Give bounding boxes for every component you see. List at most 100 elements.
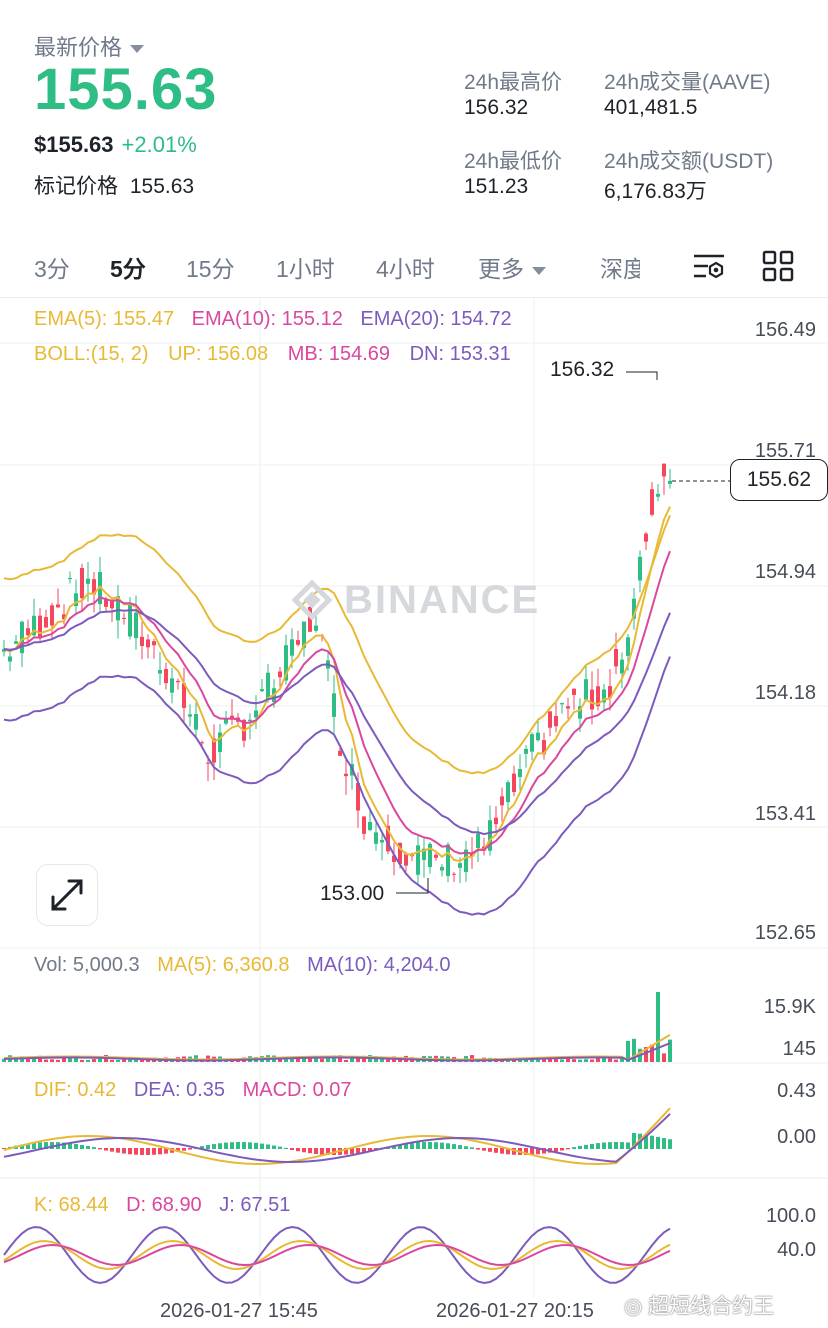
volume-bar (356, 1058, 360, 1062)
turnover-24h-label: 24h成交额(USDT) (604, 150, 774, 173)
candle-body (134, 612, 138, 639)
low-24h-value: 151.23 (464, 175, 529, 198)
kdj-k: K: 68.44 (34, 1194, 109, 1216)
macd-bar (182, 1148, 186, 1151)
volume-bar (524, 1059, 528, 1062)
volume-bar (584, 1059, 588, 1062)
macd-bar (668, 1139, 672, 1149)
macd-bar (458, 1145, 462, 1149)
volume-bar (530, 1059, 534, 1062)
candle-body (434, 854, 438, 858)
volume-bar (110, 1059, 114, 1062)
x-date-label: 2026-01-27 20:15 (436, 1300, 594, 1322)
candle-body (188, 714, 192, 717)
kdj-d-line (3, 1243, 671, 1267)
low-marker-line (396, 878, 429, 894)
low-24h-label: 24h最低价 (464, 150, 563, 173)
fullscreen-button[interactable] (36, 864, 98, 926)
volume-bar (62, 1056, 66, 1062)
kdj-d: D: 68.90 (126, 1194, 202, 1216)
macd-bar (662, 1138, 666, 1149)
tab-depth[interactable]: 深度 (600, 256, 640, 282)
candle-body (452, 873, 456, 875)
tab-5m[interactable]: 5分 (110, 256, 146, 282)
volume-bar (140, 1059, 144, 1062)
macd-bar (524, 1148, 528, 1155)
macd-bar (368, 1148, 372, 1152)
candle-body (572, 688, 576, 695)
macd-bar (128, 1148, 132, 1155)
current-price-flag[interactable]: 155.62 (730, 459, 828, 501)
volume-bar (350, 1058, 354, 1062)
boll-dn-line (3, 656, 671, 916)
tab-3m[interactable]: 3分 (34, 256, 70, 282)
macd-bar (86, 1145, 90, 1149)
macd-bar (494, 1148, 498, 1153)
volume-ma5: MA(5): 6,360.8 (157, 954, 290, 976)
candle-body (644, 533, 648, 542)
macd-bar (122, 1148, 126, 1154)
candle-body (446, 844, 450, 877)
candle-body (62, 614, 66, 620)
y-tick: 154.18 (754, 682, 816, 704)
volume-bar (92, 1059, 96, 1062)
volume-bar (362, 1055, 366, 1062)
last-price: 155.63 (34, 57, 218, 122)
kdj-legend: K: 68.44 D: 68.90 J: 67.51 (34, 1194, 290, 1217)
last-price-label[interactable]: 最新价格 (34, 30, 145, 62)
tab-4h[interactable]: 4小时 (376, 256, 435, 282)
macd-bar (476, 1148, 480, 1150)
volume-bar (608, 1057, 612, 1062)
candle-body (26, 628, 30, 636)
tab-1h[interactable]: 1小时 (276, 256, 335, 282)
macd-bar (326, 1148, 330, 1155)
volume-bar (572, 1059, 576, 1062)
candle-body (68, 577, 72, 580)
ema5-line (3, 506, 671, 863)
volume-ma10-line (3, 1042, 671, 1062)
volume-bar (554, 1058, 558, 1062)
volume-bar (56, 1059, 60, 1062)
y-tick: 145 (782, 1038, 816, 1060)
candle-body (8, 656, 12, 662)
tab-more[interactable]: 更多 (478, 250, 546, 284)
macd-bar (500, 1148, 504, 1154)
macd-bar (50, 1142, 54, 1149)
volume-bar (338, 1055, 342, 1062)
x-date-label: 2026-01-27 15:45 (160, 1300, 318, 1322)
boll-params: BOLL:(15, 2) (34, 343, 149, 365)
macd-bar (26, 1143, 30, 1149)
tab-15m[interactable]: 15分 (186, 256, 235, 282)
boll-dn: DN: 153.31 (409, 343, 511, 365)
candle-body (428, 843, 432, 868)
mark-price-line: 标记价格 155.63 (34, 170, 194, 200)
volume-value: Vol: 5,000.3 (34, 954, 140, 976)
macd-bar (212, 1144, 216, 1149)
macd-bar (68, 1143, 72, 1149)
macd-bar (254, 1142, 258, 1149)
attribution-watermark: ◎ 超短线合约王 (624, 1290, 774, 1320)
macd-bar (302, 1148, 306, 1153)
candle-body (380, 839, 384, 843)
macd-bar (134, 1148, 138, 1155)
macd-bar (596, 1143, 600, 1149)
high-marker-line (626, 371, 658, 380)
macd-bar (236, 1142, 240, 1149)
volume-bar (50, 1059, 54, 1062)
macd-bar (542, 1148, 546, 1154)
candle-body (194, 713, 198, 730)
candle-body (404, 854, 408, 866)
macd-bar (530, 1148, 534, 1155)
candle-body (338, 750, 342, 756)
ema10-value: EMA(10): 155.12 (191, 308, 343, 330)
kline-chart[interactable] (0, 298, 828, 1328)
candle-body (470, 853, 474, 857)
macd-bar (428, 1142, 432, 1149)
grid-layout-icon[interactable] (762, 250, 794, 282)
candle-body (170, 678, 174, 693)
volume-bar (380, 1058, 384, 1062)
y-tick: 156.49 (754, 319, 816, 341)
indicator-settings-icon[interactable] (692, 252, 726, 282)
ema10-line (3, 550, 671, 855)
kdj-j: J: 67.51 (219, 1194, 291, 1216)
